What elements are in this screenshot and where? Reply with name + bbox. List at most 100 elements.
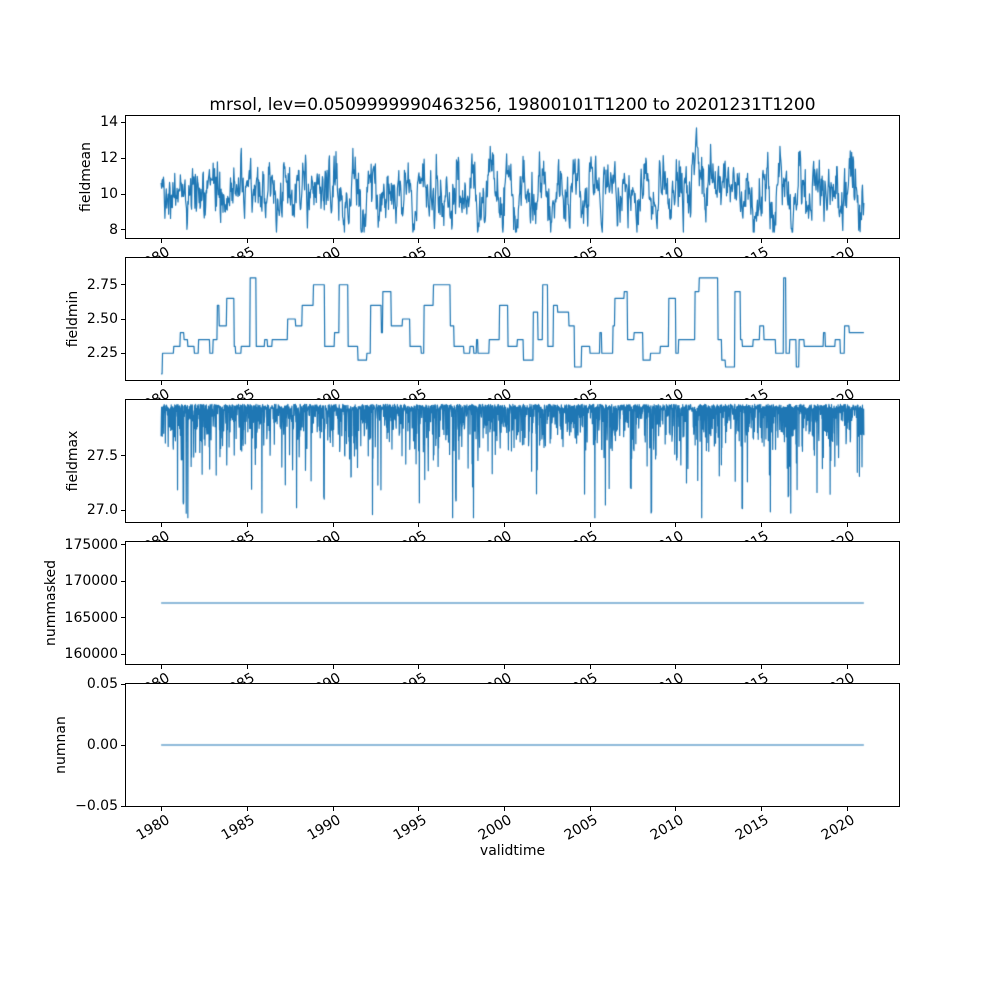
y-tick-label: 165000: [64, 609, 118, 626]
x-tick-label: 2000: [476, 528, 515, 560]
x-tick-mark: [246, 665, 248, 669]
x-tick-label: 2015: [733, 812, 773, 844]
x-tick-label: 2010: [647, 244, 687, 276]
y-tick-label: 10: [100, 186, 118, 203]
x-tick-label: 2020: [818, 244, 858, 276]
y-tick-mark: [121, 580, 125, 582]
y-tick-label: 2.50: [86, 311, 118, 327]
y-tick-label: 175000: [64, 536, 118, 553]
x-tick-label: 2020: [818, 528, 858, 560]
x-tick-mark: [589, 665, 591, 669]
x-tick-label: 2000: [476, 812, 515, 844]
x-tick-label: 1985: [218, 670, 258, 702]
x-tick-label: 2015: [733, 528, 773, 560]
y-tick-mark: [121, 121, 125, 123]
x-tick-mark: [246, 523, 248, 527]
y-tick-mark: [121, 318, 125, 320]
x-tick-label: 1990: [304, 386, 344, 418]
x-tick-mark: [418, 665, 420, 669]
x-tick-mark: [246, 239, 248, 243]
x-tick-label: 1980: [133, 812, 173, 844]
figure-title: mrsol, lev=0.0509999990463256, 19800101T…: [209, 95, 816, 115]
x-tick-mark: [846, 381, 848, 385]
y-tick-label: 12: [100, 150, 118, 167]
x-tick-mark: [418, 381, 420, 385]
axes-fieldmean: [125, 115, 900, 239]
x-tick-mark: [589, 239, 591, 243]
axes-fieldmax: [125, 399, 900, 523]
y-tick-mark: [121, 193, 125, 195]
y-axis-label-text: nummasked: [42, 559, 59, 647]
x-tick-label: 2005: [561, 812, 601, 844]
y-tick-label: 14: [100, 114, 118, 131]
x-tick-mark: [161, 239, 163, 243]
y-axis-label-text: fieldmax: [64, 430, 81, 492]
x-tick-label: 2015: [733, 670, 773, 702]
y-tick-label: 0.05: [86, 676, 118, 692]
x-tick-label: 1990: [304, 528, 344, 560]
y-tick-mark: [121, 455, 125, 457]
x-tick-label: 1985: [218, 812, 258, 844]
y-tick-label: 8: [109, 221, 118, 238]
x-tick-mark: [332, 239, 334, 243]
x-tick-mark: [589, 807, 591, 811]
x-tick-label: 1980: [133, 528, 173, 560]
axes-nummasked: [125, 541, 900, 665]
y-tick-label: −0.05: [75, 798, 118, 814]
x-tick-mark: [161, 381, 163, 385]
y-tick-mark: [121, 509, 125, 511]
x-tick-label: 2010: [647, 812, 687, 844]
x-tick-label: 1980: [133, 386, 173, 418]
x-tick-mark: [246, 807, 248, 811]
y-tick-label: 2.25: [86, 345, 118, 362]
x-tick-label: 1985: [218, 386, 258, 418]
y-tick-mark: [121, 744, 125, 746]
x-tick-mark: [332, 665, 334, 669]
x-tick-label: 2010: [647, 670, 687, 702]
x-tick-label: 2020: [818, 812, 858, 844]
x-tick-mark: [675, 665, 677, 669]
y-tick-mark: [121, 683, 125, 685]
y-tick-mark: [121, 352, 125, 354]
x-tick-mark: [503, 665, 505, 669]
x-tick-label: 1980: [133, 244, 173, 276]
x-tick-label: 1995: [390, 386, 430, 418]
x-tick-label: 2020: [818, 670, 858, 702]
x-tick-label: 1995: [390, 244, 430, 276]
x-tick-label: 1990: [304, 812, 344, 844]
x-tick-mark: [503, 807, 505, 811]
nummasked-plot-canvas: [126, 542, 899, 664]
x-tick-mark: [503, 381, 505, 385]
x-tick-label: 2000: [476, 670, 515, 702]
x-tick-mark: [418, 807, 420, 811]
x-tick-mark: [675, 239, 677, 243]
x-tick-label: 2005: [561, 244, 601, 276]
y-tick-mark: [121, 157, 125, 159]
y-tick-mark: [121, 284, 125, 286]
x-tick-mark: [846, 807, 848, 811]
y-tick-label: 27.0: [86, 502, 118, 519]
x-tick-mark: [846, 523, 848, 527]
axes-fieldmin: [125, 257, 900, 381]
x-axis-label: validtime: [479, 843, 546, 859]
x-tick-mark: [418, 523, 420, 527]
y-axis-label-text: fieldmin: [64, 290, 81, 348]
x-tick-mark: [418, 239, 420, 243]
x-tick-label: 2010: [647, 386, 687, 418]
x-tick-label: 1980: [133, 670, 173, 702]
y-tick-label: 160000: [64, 646, 118, 663]
x-tick-mark: [761, 807, 763, 811]
y-tick-mark: [121, 653, 125, 655]
x-tick-mark: [761, 665, 763, 669]
x-tick-label: 1985: [218, 244, 258, 276]
numnan-plot-canvas: [126, 684, 899, 806]
x-tick-mark: [246, 381, 248, 385]
y-axis-label-text: fieldmean: [78, 142, 95, 212]
x-tick-mark: [761, 239, 763, 243]
x-tick-label: 2015: [733, 386, 773, 418]
x-tick-label: 1985: [218, 528, 258, 560]
fieldmin-plot-canvas: [126, 258, 899, 380]
x-tick-label: 1995: [390, 528, 430, 560]
x-tick-mark: [846, 665, 848, 669]
x-tick-mark: [332, 523, 334, 527]
